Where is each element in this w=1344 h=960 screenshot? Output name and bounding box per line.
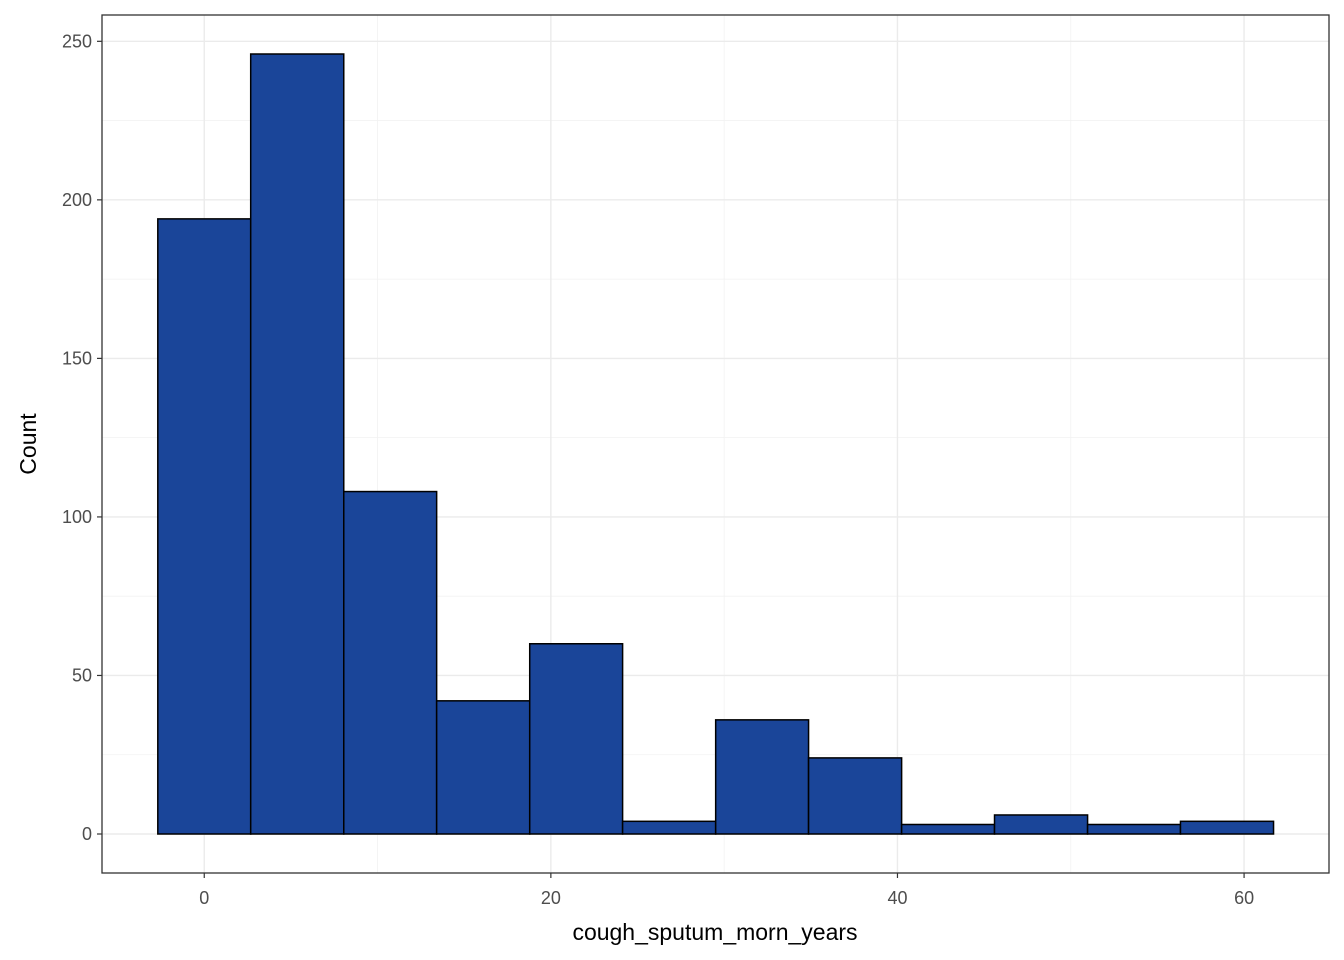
y-tick-label: 100 bbox=[62, 507, 92, 527]
x-tick-label: 40 bbox=[887, 888, 907, 908]
x-tick-label: 0 bbox=[199, 888, 209, 908]
x-tick-label: 20 bbox=[541, 888, 561, 908]
histogram-bar bbox=[157, 218, 252, 835]
histogram-bar bbox=[714, 719, 810, 835]
y-tick-label: 200 bbox=[62, 190, 92, 210]
histogram-bar bbox=[528, 643, 624, 835]
y-axis-title: Count bbox=[15, 413, 41, 475]
x-tick-label: 60 bbox=[1234, 888, 1254, 908]
panel-border bbox=[101, 14, 1330, 874]
y-tick-label: 50 bbox=[72, 665, 92, 685]
x-axis-title: cough_sputum_morn_years bbox=[572, 919, 857, 945]
histogram-bar bbox=[900, 823, 996, 835]
y-tick-label: 250 bbox=[62, 31, 92, 51]
histogram-bar bbox=[621, 820, 717, 835]
histogram-bars bbox=[157, 53, 1275, 835]
histogram-bar bbox=[993, 814, 1089, 835]
y-tick-label: 0 bbox=[82, 824, 92, 844]
histogram-bar bbox=[435, 700, 531, 835]
histogram-bar bbox=[343, 490, 438, 835]
histogram-bar bbox=[1179, 820, 1275, 835]
axis-ticks: 0 20 40 60 0 50 100 150 200 250 bbox=[62, 31, 1254, 908]
y-tick-label: 150 bbox=[62, 348, 92, 368]
histogram-bar bbox=[249, 53, 345, 835]
histogram-bar bbox=[807, 757, 903, 835]
histogram-bar bbox=[1086, 823, 1182, 835]
